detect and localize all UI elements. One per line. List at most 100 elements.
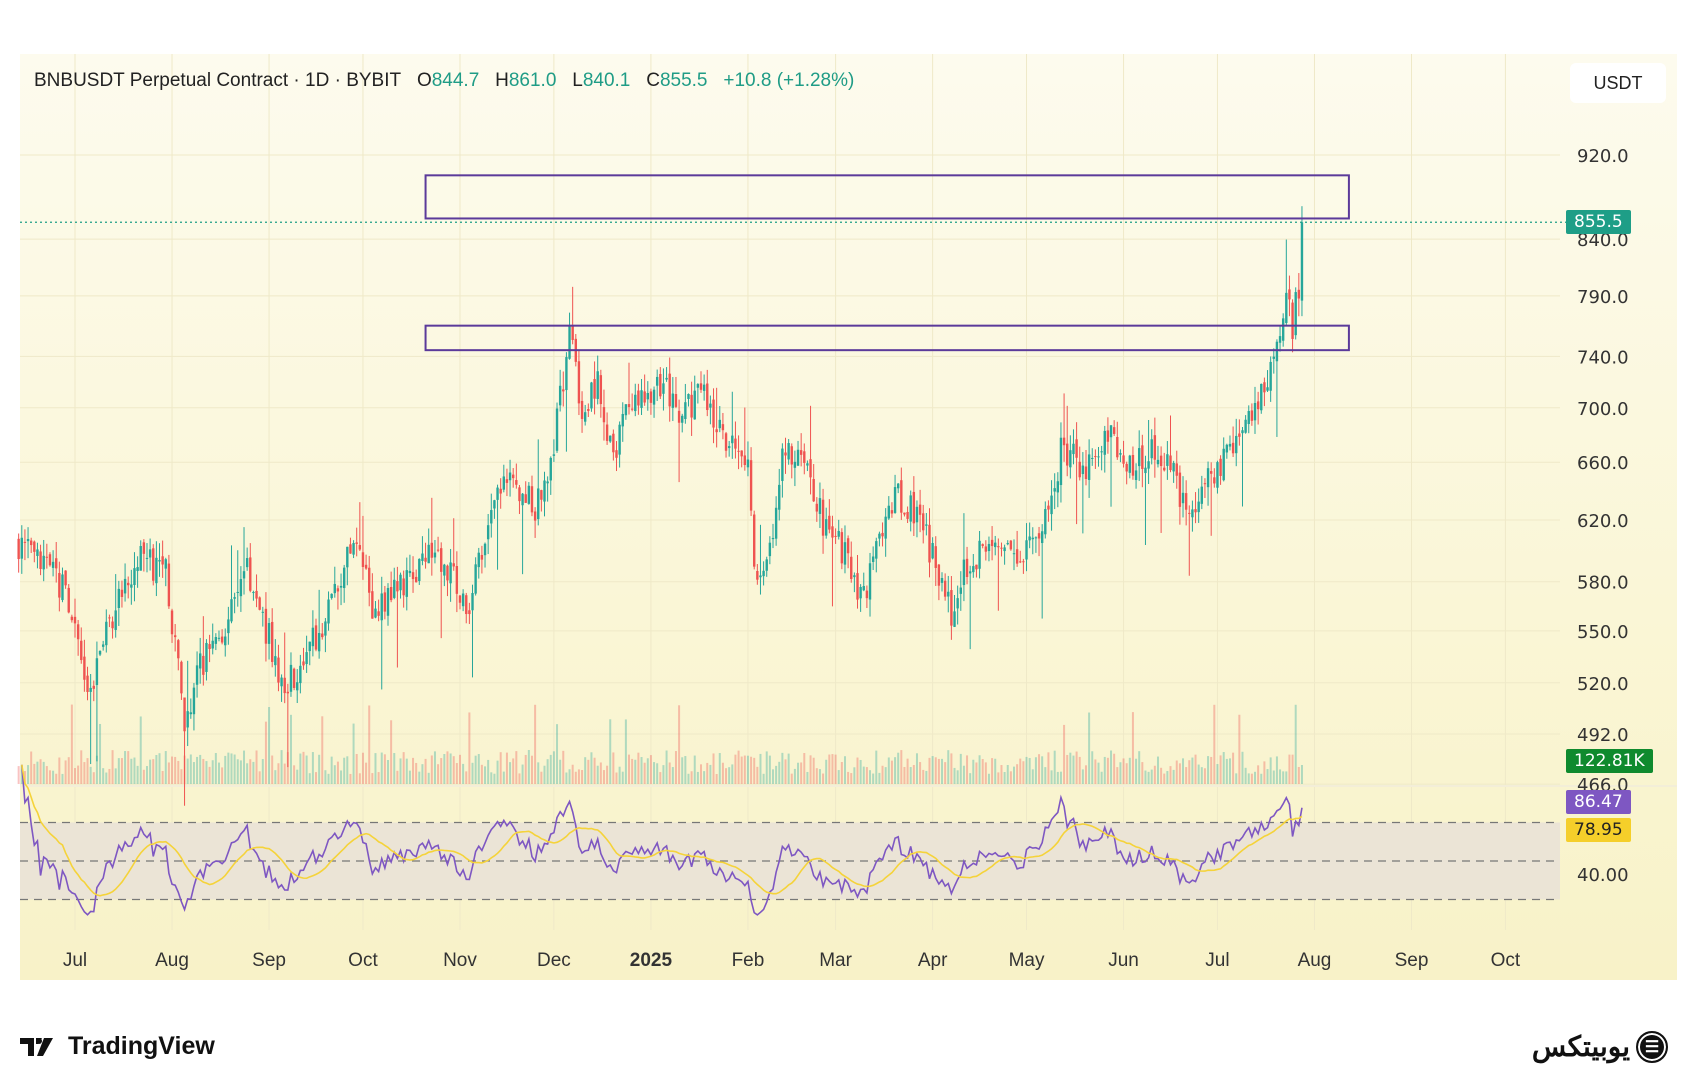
high-label: H [495, 70, 509, 91]
volume-bar [446, 751, 449, 784]
volume-bar [505, 752, 508, 784]
candle-body [1031, 537, 1034, 540]
volume-bar [164, 751, 167, 784]
candle-body [627, 404, 631, 408]
candle-body [605, 424, 609, 441]
currency-button[interactable]: USDT [1570, 63, 1666, 103]
volume-bar [546, 759, 549, 784]
candle-body [987, 543, 991, 552]
candle-body [296, 682, 299, 691]
volume-bar [433, 751, 436, 784]
candle-body [749, 460, 753, 511]
volume-bar [383, 754, 386, 784]
candle-body [928, 524, 931, 563]
volume-bar [174, 756, 177, 784]
volume-bar [111, 750, 114, 784]
candle-body [818, 498, 822, 514]
volume-bar [903, 766, 906, 784]
candle-body [51, 561, 55, 568]
volume-bar [58, 757, 61, 784]
candle-body [1097, 456, 1100, 458]
volume-bar [1131, 712, 1134, 784]
candle-body [1228, 443, 1232, 447]
volume-bar [30, 751, 33, 784]
candle-body [289, 664, 293, 692]
candle-body [956, 598, 959, 609]
candle-body [461, 593, 465, 607]
candle-body [330, 593, 333, 599]
candle-body [508, 472, 512, 481]
candle-body [1103, 430, 1106, 455]
candle-body [1163, 467, 1166, 471]
volume-bar [302, 751, 305, 784]
volume-bar [352, 723, 355, 784]
price-tick-label: 790.0 [1577, 287, 1629, 308]
volume-bar [308, 773, 311, 784]
candle-body [280, 677, 283, 687]
volume-bar [1153, 765, 1156, 784]
candle-body [1053, 488, 1056, 492]
candle-body [671, 393, 675, 408]
volume-bar [1300, 764, 1303, 784]
candle-body [799, 450, 803, 455]
volume-bar [1282, 771, 1285, 784]
volume-bar [1147, 771, 1150, 784]
candle-body [565, 357, 568, 391]
volume-bar [931, 756, 934, 784]
candle-body [486, 525, 490, 540]
candle-body [831, 526, 834, 538]
candle-body [239, 579, 243, 597]
price-tick-label: 660.0 [1577, 453, 1629, 474]
candle-body [1203, 483, 1207, 485]
time-tick-label: Apr [918, 950, 948, 971]
candle-body [427, 544, 430, 564]
candle-body [815, 503, 819, 512]
candle-body [934, 546, 937, 568]
time-tick-label: Aug [155, 950, 189, 971]
volume-bar [1219, 755, 1222, 784]
candle-body [1238, 433, 1241, 437]
candle-body [655, 376, 659, 386]
candle-body [346, 546, 349, 568]
volume-bar [793, 768, 796, 784]
candle-body [1059, 437, 1063, 486]
volume-badge: 122.81K [1566, 749, 1653, 773]
candle-body [868, 563, 872, 600]
volume-bar [512, 758, 515, 784]
volume-bar [77, 765, 80, 784]
volume-bar [825, 759, 828, 784]
candle-body [896, 483, 900, 489]
candle-body [1153, 435, 1157, 460]
candle-body [583, 412, 587, 422]
candle-body [881, 532, 884, 537]
volume-bar [171, 756, 174, 784]
volume-bar [746, 755, 749, 784]
volume-bar [1150, 769, 1153, 784]
volume-bar [412, 757, 415, 784]
candle-body [587, 409, 590, 411]
candle-body [737, 450, 740, 452]
candle-body [23, 541, 27, 543]
volume-bar [559, 759, 562, 784]
volume-bar [972, 759, 975, 784]
candle-body [790, 446, 793, 465]
time-tick-label: Jul [1205, 950, 1229, 971]
price-tick-label: 840.0 [1577, 230, 1629, 251]
candle-body [727, 446, 731, 449]
candle-body [1116, 436, 1119, 458]
candle-body [1075, 439, 1078, 458]
volume-bar [1185, 767, 1188, 784]
volume-bar [361, 752, 364, 784]
candle-body [1012, 553, 1016, 555]
candle-body [1000, 547, 1003, 549]
candle-body [659, 373, 662, 397]
candle-body [70, 616, 74, 621]
volume-bar [834, 754, 837, 784]
candle-body [136, 567, 139, 572]
volume-bar [318, 754, 321, 784]
volume-bar [956, 770, 959, 784]
time-tick-label: Aug [1298, 950, 1332, 971]
candle-body [199, 653, 202, 669]
candle-body [452, 563, 455, 567]
